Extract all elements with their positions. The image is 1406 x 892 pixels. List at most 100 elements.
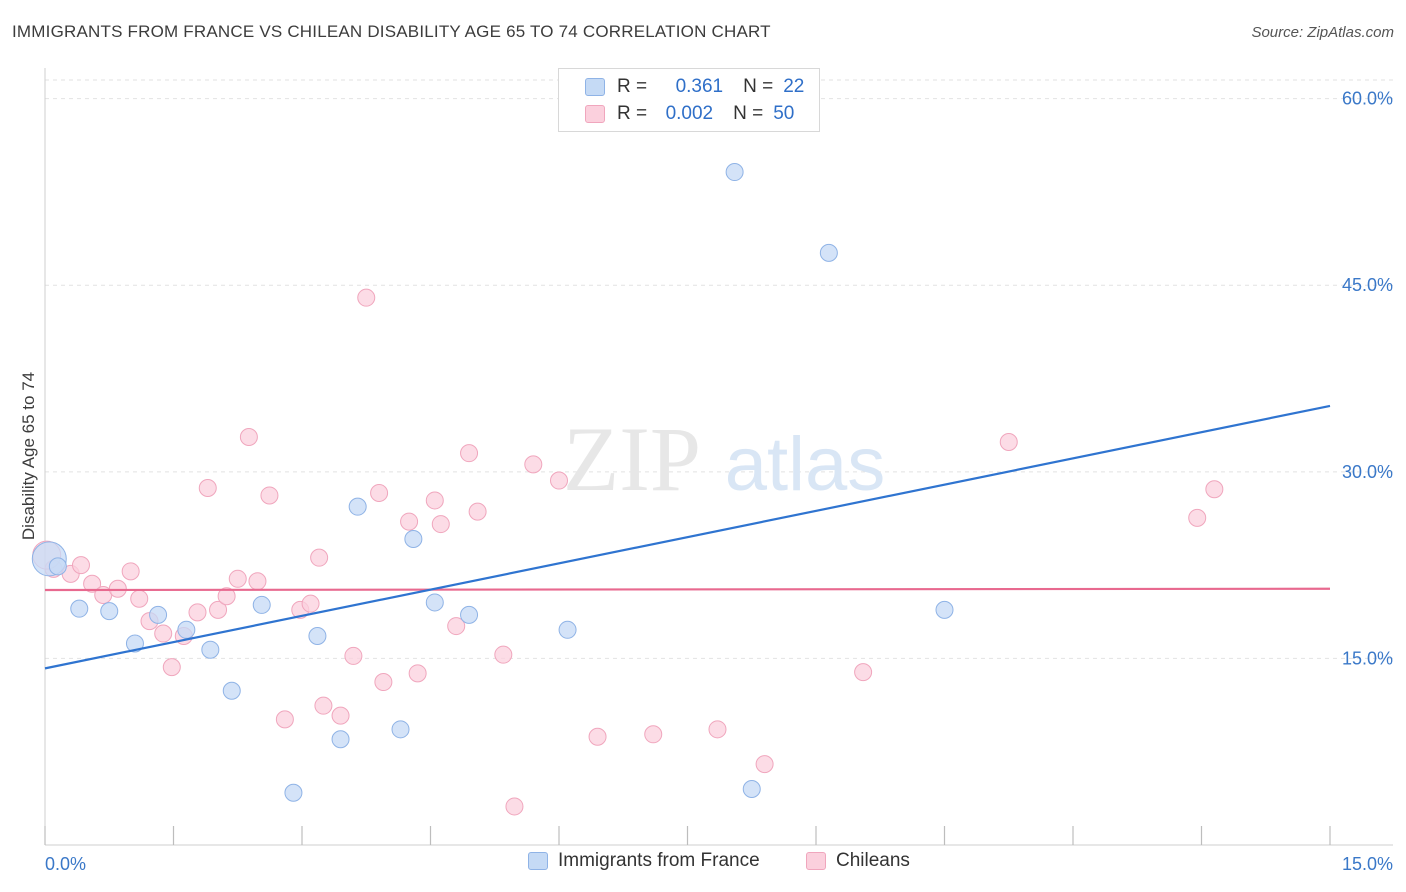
chileans-point: [425, 491, 444, 510]
france-point: [425, 593, 444, 612]
n-label: N =: [733, 103, 764, 124]
france-point: [222, 681, 241, 700]
france-point: [819, 243, 838, 262]
chileans-point: [505, 797, 524, 816]
chileans-point: [198, 479, 217, 497]
chileans-point: [188, 603, 207, 622]
france-point: [70, 599, 89, 618]
chileans-points: [32, 288, 1224, 816]
chart-title: IMMIGRANTS FROM FRANCE VS CHILEAN DISABI…: [12, 22, 771, 41]
chileans-legend-label: Chileans: [836, 850, 910, 871]
grid-layer: [45, 79, 1393, 659]
chileans-point: [431, 515, 450, 534]
chileans-point: [550, 471, 568, 490]
chileans-point: [260, 486, 279, 505]
y-tick-label: 60.0%: [1342, 89, 1393, 109]
chileans-point: [460, 444, 479, 463]
r-label: R =: [617, 76, 648, 97]
r-label: R =: [617, 103, 648, 124]
chileans-swatch: [585, 105, 605, 123]
france-point: [125, 634, 144, 653]
france-n-value: 22: [783, 76, 805, 97]
legend-row-france: R = 0.361 N = 22: [585, 74, 804, 100]
chileans-point: [408, 664, 427, 683]
chileans-point: [217, 587, 236, 606]
chileans-point: [374, 673, 393, 692]
france-point: [252, 595, 271, 614]
chileans-point: [644, 725, 663, 744]
chileans-point: [400, 512, 419, 531]
chileans-point: [275, 710, 294, 729]
chileans-point: [83, 574, 102, 593]
chileans-point: [708, 720, 727, 739]
n-label: N =: [743, 76, 774, 97]
y-tick-label: 30.0%: [1342, 462, 1393, 482]
france-point: [391, 720, 410, 739]
watermark-atlas: atlas: [725, 422, 886, 507]
chileans-point: [854, 663, 873, 682]
x-tick-label: 0.0%: [45, 854, 86, 874]
chileans-point: [71, 556, 90, 575]
france-legend-label: Immigrants from France: [558, 850, 760, 871]
chileans-point: [121, 562, 140, 581]
france-point: [48, 557, 67, 576]
france-point: [404, 530, 423, 548]
y-axis-label: Disability Age 65 to 74: [19, 372, 38, 540]
chileans-point: [524, 455, 543, 474]
chileans-point: [755, 755, 774, 774]
x-tick-label: 15.0%: [1342, 854, 1393, 874]
france-point: [742, 780, 761, 799]
watermark-zip: ZIP: [563, 408, 701, 510]
chileans-point: [154, 624, 173, 643]
chileans-legend-swatch: [806, 852, 826, 870]
legend-item-chileans[interactable]: Chileans: [806, 850, 910, 872]
chileans-trend-line: [44, 587, 1331, 592]
chileans-point: [370, 483, 389, 502]
chileans-point: [999, 432, 1018, 451]
france-point: [100, 602, 119, 621]
chileans-point: [108, 579, 127, 598]
chileans-point: [331, 706, 350, 725]
y-tick-label: 45.0%: [1342, 275, 1393, 295]
france-point: [331, 730, 350, 749]
chileans-point: [239, 428, 258, 446]
chileans-point: [130, 589, 149, 608]
legend-item-france[interactable]: Immigrants from France: [528, 850, 760, 872]
chileans-point: [344, 646, 363, 665]
france-point: [348, 497, 367, 516]
chileans-point: [310, 548, 329, 567]
france-point: [177, 620, 196, 639]
chileans-point: [228, 569, 247, 588]
france-r-value: 0.361: [675, 76, 724, 97]
correlation-legend: R = 0.361 N = 22 R = 0.002 N = 50: [558, 68, 820, 132]
chileans-point: [1188, 508, 1207, 527]
chileans-r-value: 0.002: [665, 103, 714, 124]
chileans-point: [1205, 480, 1224, 499]
france-point: [149, 605, 168, 624]
axes-layer: 15.0% 30.0% 45.0% 60.0% 0.0% 15.0%: [44, 68, 1393, 874]
france-point: [725, 163, 744, 182]
chileans-point: [447, 617, 466, 636]
chileans-point: [248, 572, 267, 591]
france-point: [308, 627, 327, 646]
france-point: [935, 600, 954, 619]
chileans-point: [468, 502, 487, 521]
france-swatch: [585, 78, 605, 96]
france-trend-line: [44, 404, 1331, 670]
france-point: [284, 783, 303, 802]
chileans-point: [357, 288, 376, 307]
chileans-point: [162, 658, 181, 677]
watermark: ZIP atlas: [563, 408, 885, 510]
chileans-point: [588, 727, 607, 746]
y-tick-label: 15.0%: [1342, 648, 1393, 668]
source-label: Source: ZipAtlas.com: [1251, 24, 1394, 41]
france-legend-swatch: [528, 852, 548, 870]
chileans-point: [314, 696, 333, 715]
chileans-point: [494, 645, 513, 664]
legend-row-chileans: R = 0.002 N = 50: [585, 101, 794, 127]
france-point: [201, 640, 220, 659]
france-points: [31, 163, 954, 802]
chileans-n-value: 50: [773, 103, 795, 124]
regression-lines: [44, 404, 1331, 670]
